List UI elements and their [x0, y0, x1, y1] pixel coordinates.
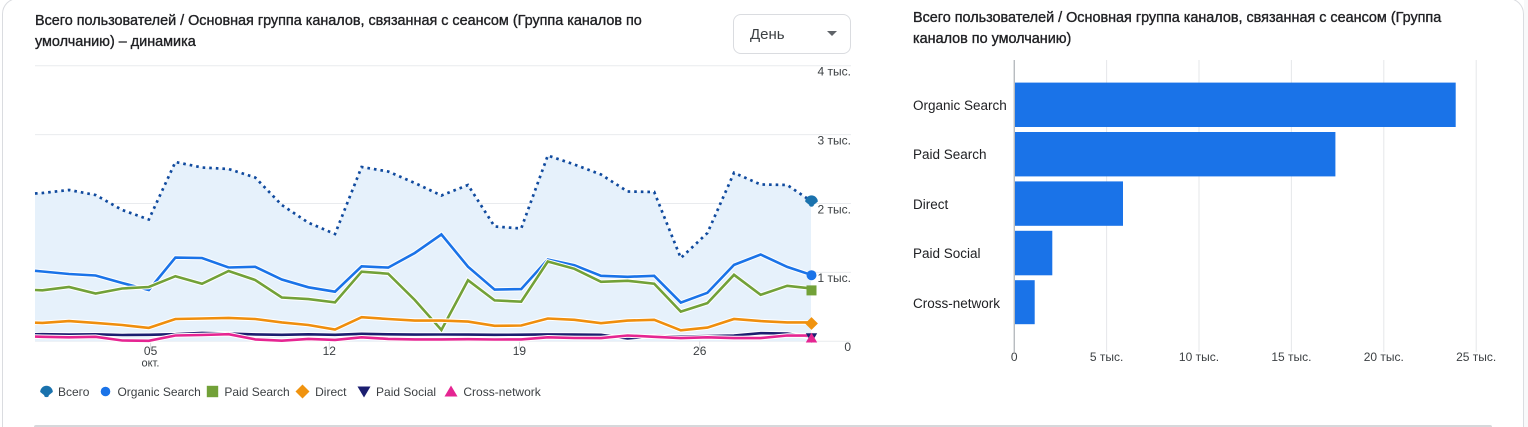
svg-text:20 тыс.: 20 тыс. — [1364, 350, 1404, 364]
svg-text:15 тыс.: 15 тыс. — [1271, 350, 1311, 364]
svg-text:26: 26 — [693, 344, 707, 358]
svg-text:5 тыс.: 5 тыс. — [1090, 350, 1123, 364]
svg-text:10 тыс.: 10 тыс. — [1179, 350, 1219, 364]
svg-text:1 тыс.: 1 тыс. — [818, 271, 851, 285]
svg-text:25 тыс.: 25 тыс. — [1456, 350, 1496, 364]
svg-text:0: 0 — [1011, 350, 1018, 364]
svg-text:2 тыс.: 2 тыс. — [818, 202, 851, 216]
svg-text:19: 19 — [513, 344, 527, 358]
svg-text:окт.: окт. — [142, 358, 160, 370]
svg-text:12: 12 — [323, 344, 337, 358]
svg-text:0: 0 — [844, 340, 851, 354]
svg-text:05: 05 — [144, 344, 158, 358]
svg-text:4 тыс.: 4 тыс. — [818, 65, 851, 79]
svg-text:3 тыс.: 3 тыс. — [818, 133, 851, 147]
